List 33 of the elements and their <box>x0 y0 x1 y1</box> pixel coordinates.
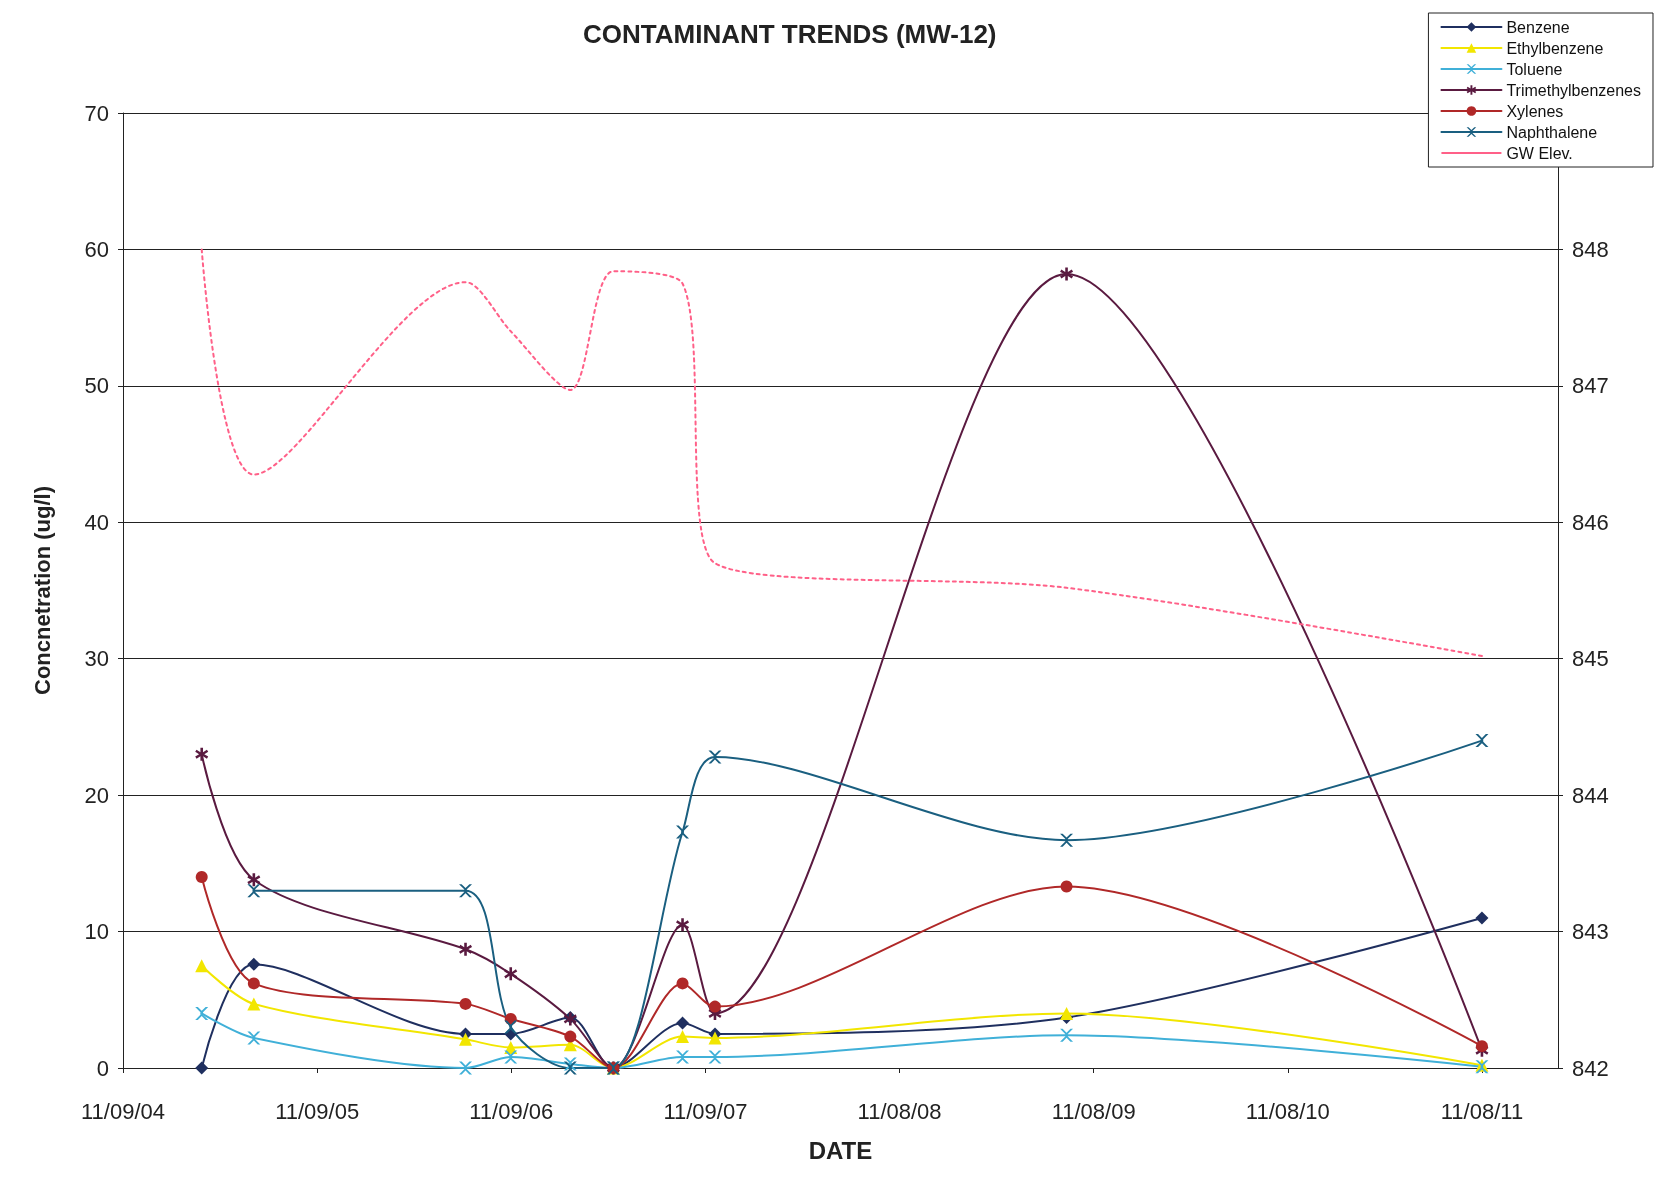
legend-label: Ethylbenzene <box>1506 39 1604 57</box>
y2-tick-label: 847 <box>1572 373 1609 399</box>
chart-title: CONTAMINANT TRENDS (MW-12) <box>583 19 997 49</box>
y2-tick-label: 846 <box>1572 509 1609 535</box>
y-axis-title: Concnetration (ug/l) <box>29 486 55 695</box>
legend-label: Toluene <box>1506 60 1563 78</box>
y-tick-label: 30 <box>84 646 109 672</box>
y-tick-label: 20 <box>84 782 109 808</box>
legend-label: Trimethylbenzenes <box>1506 81 1641 99</box>
x-tick-label: 11/08/09 <box>1051 1098 1136 1124</box>
y2-tick-label: 842 <box>1572 1055 1609 1081</box>
y-tick-label: 40 <box>84 509 109 535</box>
y-tick-label: 10 <box>84 919 109 945</box>
legend-label: Naphthalene <box>1506 123 1598 141</box>
x-tick-label: 11/08/10 <box>1245 1098 1330 1124</box>
x-tick-label: 11/09/07 <box>663 1098 748 1124</box>
y2-tick-label: 845 <box>1572 646 1609 672</box>
y2-tick-label: 843 <box>1572 919 1609 945</box>
x-tick-label: 11/09/06 <box>469 1098 554 1124</box>
x-tick-label: 11/08/08 <box>857 1098 942 1124</box>
y-tick-label: 50 <box>84 373 109 399</box>
legend-label: GW Elev. <box>1506 144 1573 162</box>
legend-label: Xylenes <box>1506 102 1564 120</box>
x-tick-label: 11/09/05 <box>275 1098 360 1124</box>
y-tick-label: 70 <box>84 100 109 126</box>
x-tick-label: 11/09/04 <box>80 1098 166 1124</box>
x-axis-title: DATE <box>808 1136 873 1164</box>
y-tick-label: 0 <box>96 1055 109 1081</box>
y2-tick-label: 844 <box>1572 782 1609 808</box>
legend-label: Benzene <box>1506 18 1570 36</box>
y2-tick-label: 848 <box>1572 236 1609 262</box>
y-tick-label: 60 <box>84 236 109 262</box>
x-tick-label: 11/08/11 <box>1440 1098 1524 1124</box>
